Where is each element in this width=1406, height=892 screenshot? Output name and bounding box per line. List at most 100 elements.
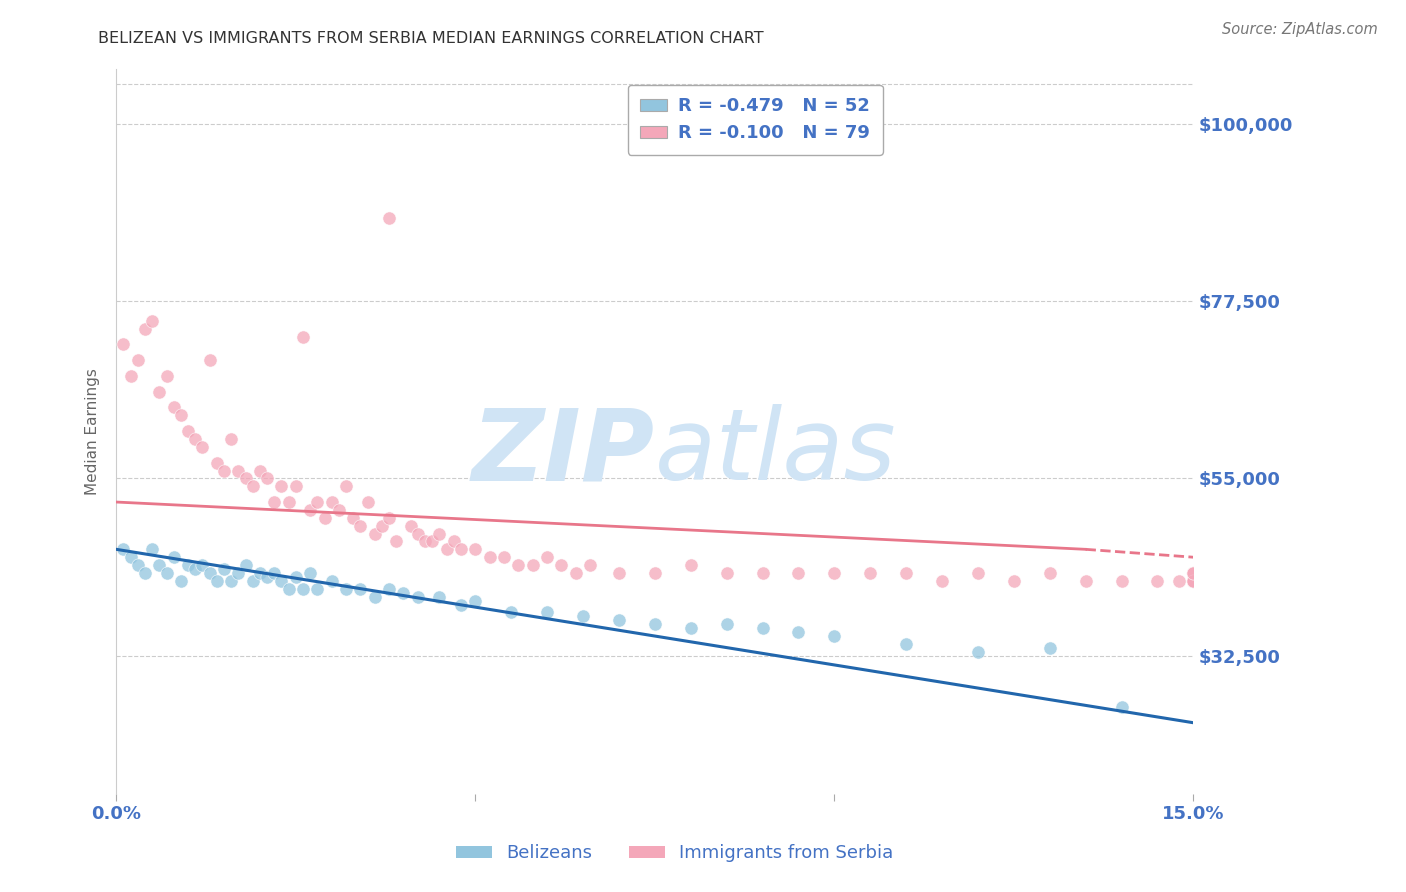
Point	[163, 401, 186, 415]
Point	[270, 574, 292, 588]
Point	[321, 574, 343, 588]
Point	[859, 566, 882, 580]
Point	[716, 617, 738, 632]
Text: ZIP: ZIP	[472, 404, 655, 501]
Point	[1182, 566, 1205, 580]
Point	[492, 550, 515, 565]
Point	[607, 613, 630, 627]
Point	[364, 526, 387, 541]
Point	[429, 590, 451, 604]
Point	[607, 566, 630, 580]
Point	[371, 518, 394, 533]
Point	[155, 566, 177, 580]
Point	[141, 314, 163, 328]
Point	[1168, 574, 1191, 588]
Point	[205, 456, 228, 470]
Point	[1182, 574, 1205, 588]
Point	[385, 534, 408, 549]
Point	[413, 534, 436, 549]
Point	[120, 550, 142, 565]
Point	[508, 558, 530, 573]
Point	[112, 542, 135, 557]
Point	[565, 566, 588, 580]
Point	[256, 471, 278, 485]
Point	[228, 463, 250, 477]
Point	[522, 558, 544, 573]
Point	[219, 432, 242, 446]
Point	[450, 598, 472, 612]
Point	[134, 321, 156, 335]
Point	[478, 550, 501, 565]
Point	[191, 558, 214, 573]
Point	[420, 534, 443, 549]
Point	[679, 558, 702, 573]
Point	[787, 566, 810, 580]
Point	[572, 609, 595, 624]
Point	[263, 495, 285, 509]
Point	[378, 211, 401, 226]
Point	[536, 550, 558, 565]
Point	[894, 566, 917, 580]
Point	[299, 503, 322, 517]
Point	[1002, 574, 1025, 588]
Point	[967, 566, 990, 580]
Point	[751, 566, 773, 580]
Point	[1182, 574, 1205, 588]
Point	[378, 510, 401, 524]
Point	[127, 558, 149, 573]
Point	[1111, 700, 1133, 714]
Point	[228, 566, 250, 580]
Point	[291, 582, 314, 596]
Point	[335, 479, 357, 493]
Point	[501, 606, 523, 620]
Point	[299, 566, 322, 580]
Point	[1039, 640, 1062, 655]
Text: Source: ZipAtlas.com: Source: ZipAtlas.com	[1222, 22, 1378, 37]
Point	[127, 353, 149, 368]
Point	[148, 384, 170, 399]
Point	[212, 463, 235, 477]
Point	[242, 479, 264, 493]
Point	[112, 337, 135, 351]
Point	[1182, 566, 1205, 580]
Point	[256, 570, 278, 584]
Point	[823, 629, 845, 643]
Legend: Belizeans, Immigrants from Serbia: Belizeans, Immigrants from Serbia	[449, 838, 901, 870]
Point	[277, 582, 299, 596]
Point	[1074, 574, 1097, 588]
Point	[823, 566, 845, 580]
Point	[349, 582, 371, 596]
Point	[141, 542, 163, 557]
Point	[277, 495, 299, 509]
Point	[284, 570, 307, 584]
Text: BELIZEAN VS IMMIGRANTS FROM SERBIA MEDIAN EARNINGS CORRELATION CHART: BELIZEAN VS IMMIGRANTS FROM SERBIA MEDIA…	[98, 31, 763, 46]
Point	[464, 593, 486, 607]
Point	[464, 542, 486, 557]
Point	[198, 566, 221, 580]
Point	[931, 574, 953, 588]
Point	[235, 558, 257, 573]
Text: atlas: atlas	[655, 404, 897, 501]
Point	[364, 590, 387, 604]
Point	[321, 495, 343, 509]
Point	[263, 566, 285, 580]
Point	[1111, 574, 1133, 588]
Point	[679, 621, 702, 635]
Point	[1039, 566, 1062, 580]
Point	[314, 510, 336, 524]
Point	[579, 558, 602, 573]
Point	[120, 368, 142, 383]
Point	[249, 463, 271, 477]
Point	[342, 510, 364, 524]
Point	[163, 550, 186, 565]
Point	[170, 409, 193, 423]
Point	[406, 590, 429, 604]
Point	[155, 368, 177, 383]
Point	[644, 566, 666, 580]
Point	[212, 562, 235, 576]
Point	[392, 585, 415, 599]
Point	[356, 495, 378, 509]
Point	[270, 479, 292, 493]
Legend: R = -0.479   N = 52, R = -0.100   N = 79: R = -0.479 N = 52, R = -0.100 N = 79	[627, 85, 883, 155]
Point	[191, 440, 214, 454]
